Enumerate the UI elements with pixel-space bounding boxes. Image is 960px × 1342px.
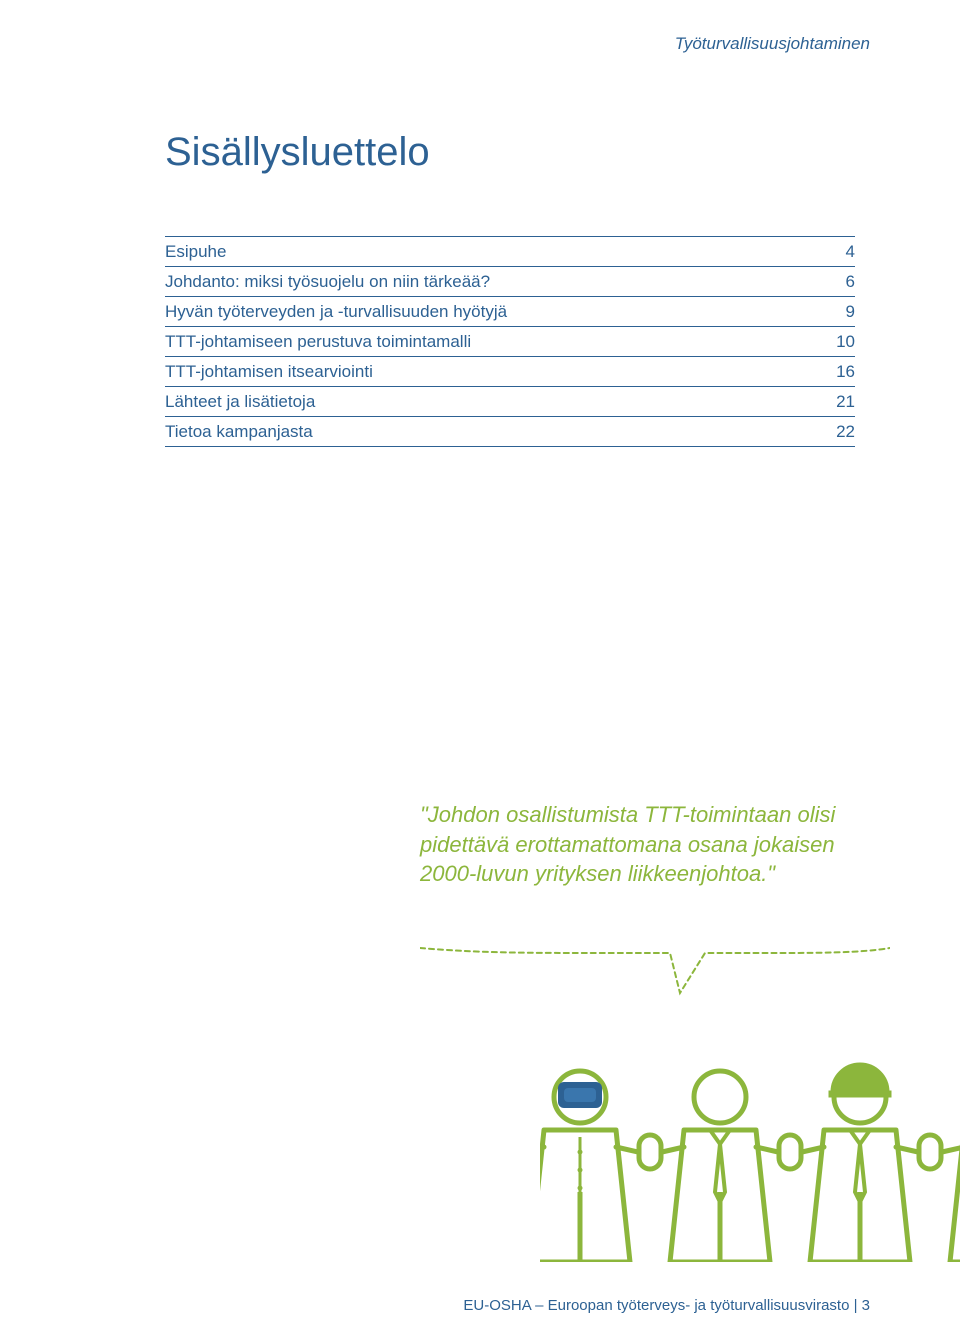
page-footer: EU-OSHA – Euroopan työterveys- ja työtur… xyxy=(463,1297,870,1314)
toc-row: Lähteet ja lisätietoja 21 xyxy=(165,387,855,417)
toc-row: TTT-johtamiseen perustuva toimintamalli 1… xyxy=(165,327,855,357)
toc-label: Hyvän työterveyden ja -turvallisuuden hy… xyxy=(165,302,507,322)
toc-label: Tietoa kampanjasta xyxy=(165,422,313,442)
toc-label: Esipuhe xyxy=(165,242,226,262)
toc-page: 10 xyxy=(836,332,855,352)
table-of-contents: Esipuhe 4 Johdanto: miksi työsuojelu on ni… xyxy=(165,236,855,447)
toc-label: TTT-johtamiseen perustuva toimintamalli xyxy=(165,332,471,352)
toc-page: 21 xyxy=(836,392,855,412)
speech-bubble-tail xyxy=(420,938,890,1058)
toc-label: Johdanto: miksi työsuojelu on niin tärke… xyxy=(165,272,490,292)
toc-row: Hyvän työterveyden ja -turvallisuuden hy… xyxy=(165,297,855,327)
toc-row: Esipuhe 4 xyxy=(165,236,855,267)
footer-text: EU-OSHA – Euroopan työterveys- ja työtur… xyxy=(463,1297,861,1314)
toc-label: TTT-johtamisen itsearviointi xyxy=(165,362,373,382)
toc-page: 4 xyxy=(846,242,855,262)
toc-page: 6 xyxy=(846,272,855,292)
page-title: Sisällysluettelo xyxy=(165,130,430,175)
footer-page-number: 3 xyxy=(862,1297,870,1314)
toc-label: Lähteet ja lisätietoja xyxy=(165,392,315,412)
toc-row: TTT-johtamisen itsearviointi 16 xyxy=(165,357,855,387)
toc-page: 16 xyxy=(836,362,855,382)
toc-row: Johdanto: miksi työsuojelu on niin tärke… xyxy=(165,267,855,297)
toc-row: Tietoa kampanjasta 22 xyxy=(165,417,855,447)
toc-page: 9 xyxy=(846,302,855,322)
people-figures-illustration xyxy=(540,1052,960,1262)
pull-quote: "Johdon osallistumista TTT-toimintaan ol… xyxy=(420,800,860,889)
toc-page: 22 xyxy=(836,422,855,442)
document-header: Työturvallisuusjohtaminen xyxy=(675,34,870,54)
